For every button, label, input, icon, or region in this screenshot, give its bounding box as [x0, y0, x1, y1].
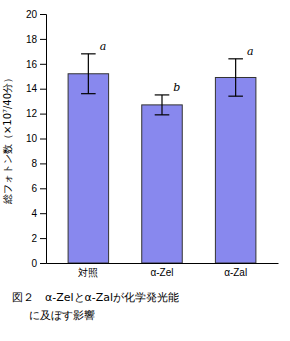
error-bar-line — [88, 54, 89, 94]
y-tick-mark — [40, 238, 46, 239]
y-tick-label: 16 — [26, 59, 38, 70]
y-tick-label: 2 — [31, 233, 37, 244]
plot: 0 2 4 6 8 10 12 14 16 18 20 対照 α-Zel α-Zal 総フォトン数（×10⁷… — [2, 9, 279, 278]
y-tick-label: 0 — [31, 258, 37, 269]
y-tick-mark — [40, 64, 46, 65]
y-tick-mark — [40, 213, 46, 214]
bar — [142, 105, 183, 263]
y-tick-mark — [40, 89, 46, 90]
y-tick-label: 6 — [31, 183, 37, 194]
y-tick-label: 10 — [26, 133, 38, 144]
caption: 図２ α-Zelとα-Zalが化学発光能に及ぼす影響 — [12, 291, 179, 322]
y-tick-label: 20 — [26, 9, 38, 20]
significance-labels: a b a — [100, 40, 254, 94]
x-tick: α-Zal — [224, 263, 247, 278]
error-bar-cap — [155, 114, 170, 115]
error-bar — [155, 95, 170, 115]
significance-label: a — [247, 45, 254, 58]
error-bar-cap — [81, 53, 96, 54]
y-tick-label: 8 — [31, 158, 37, 169]
x-tick: 対照 — [78, 263, 98, 278]
y-tick: 12 — [26, 108, 46, 119]
y-tick: 10 — [26, 133, 46, 144]
error-bar-cap — [228, 96, 243, 97]
error-bar-line — [235, 59, 236, 96]
x-axis-line — [47, 263, 279, 264]
y-tick-mark — [40, 188, 46, 189]
marks — [68, 54, 256, 263]
y-tick: 0 — [31, 258, 46, 269]
y-tick: 20 — [26, 9, 46, 20]
x-tick-label: α-Zal — [224, 267, 247, 278]
error-bar — [81, 54, 96, 94]
error-bar — [228, 59, 243, 96]
x-axis: 対照 α-Zel α-Zal — [47, 263, 279, 278]
x-tick-label: α-Zel — [150, 267, 173, 278]
caption-line: に及ぼす影響 — [29, 309, 95, 322]
y-tick-mark — [40, 14, 46, 15]
y-tick-mark — [40, 114, 46, 115]
bar — [215, 77, 256, 263]
error-bar-cap — [228, 58, 243, 59]
chart: 0 2 4 6 8 10 12 14 16 18 20 対照 α-Zel α-Zal 総フォトン数（×10⁷… — [0, 0, 290, 341]
bar — [68, 74, 109, 263]
x-tick: α-Zel — [150, 263, 173, 278]
y-tick: 16 — [26, 59, 46, 70]
y-tick: 18 — [26, 34, 46, 45]
y-tick-mark — [40, 263, 46, 264]
y-axis: 0 2 4 6 8 10 12 14 16 18 20 — [26, 9, 47, 269]
y-tick: 8 — [31, 158, 46, 169]
y-tick: 14 — [26, 83, 46, 94]
y-tick-label: 18 — [26, 34, 38, 45]
y-axis-title: 総フォトン数（×10⁷/40分） — [2, 73, 13, 205]
y-tick-label: 4 — [31, 208, 37, 219]
error-bar-line — [161, 95, 162, 115]
y-tick: 4 — [31, 208, 46, 219]
y-tick-mark — [40, 39, 46, 40]
significance-label: b — [173, 81, 180, 94]
error-bar-cap — [155, 94, 170, 95]
y-tick: 6 — [31, 183, 46, 194]
y-tick-mark — [40, 139, 46, 140]
y-axis-line — [40, 15, 47, 264]
x-tick-label: 対照 — [78, 267, 98, 278]
y-tick: 2 — [31, 233, 46, 244]
caption-line: 図２ α-Zelとα-Zalが化学発光能 — [12, 291, 179, 304]
error-bar-cap — [81, 93, 96, 94]
y-tick-mark — [40, 163, 46, 164]
y-tick-label: 12 — [26, 108, 38, 119]
significance-label: a — [100, 40, 107, 53]
y-tick-label: 14 — [26, 83, 38, 94]
